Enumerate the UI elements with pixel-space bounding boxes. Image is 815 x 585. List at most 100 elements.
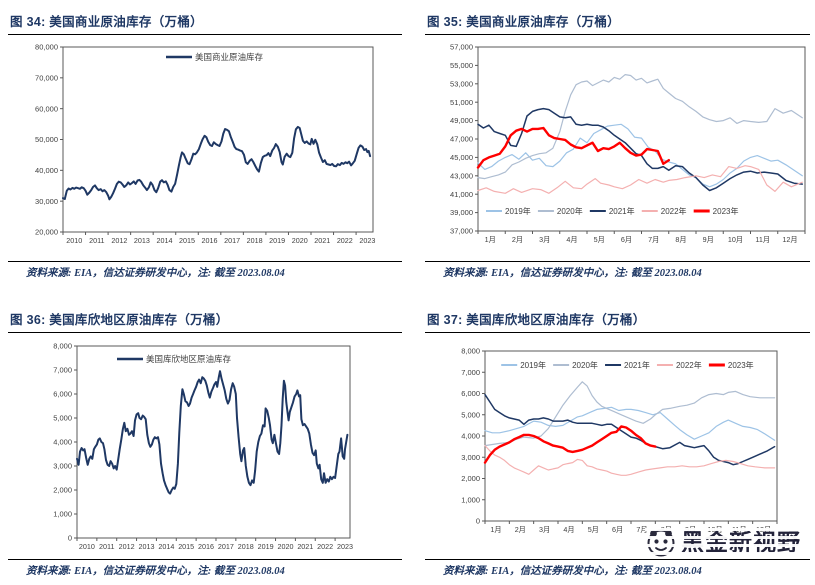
svg-text:0: 0 xyxy=(476,517,480,526)
svg-text:5月: 5月 xyxy=(588,525,599,534)
figure-title: 图 34: 美国商业原油库存（万桶） xyxy=(10,15,203,29)
source-note: 资料来源: EIA，信达证券研发中心，注: 截至 2023.08.04 xyxy=(26,268,285,279)
svg-text:3月: 3月 xyxy=(539,235,550,244)
svg-text:2020年: 2020年 xyxy=(572,360,598,370)
line-chart-fig36: 0 1,000 2,000 3,000 4,000 5,000 6,000 7,000 8,00… xyxy=(53,342,353,551)
svg-text:8,000: 8,000 xyxy=(53,342,72,351)
chart-area-fig35: 37,000 39,000 41,000 43,000 45,000 47,000 49,0… xyxy=(425,37,810,261)
svg-text:10月: 10月 xyxy=(728,235,743,244)
svg-text:7月: 7月 xyxy=(636,525,647,534)
svg-text:43,000: 43,000 xyxy=(450,171,473,180)
svg-text:2020: 2020 xyxy=(277,542,293,551)
brand-logo: 黑金新视野 xyxy=(645,523,807,561)
brand-logo-text: 黑金新视野 xyxy=(681,528,801,555)
svg-text:7,000: 7,000 xyxy=(53,366,72,375)
svg-text:2011: 2011 xyxy=(99,542,114,551)
svg-text:2021: 2021 xyxy=(314,236,330,245)
svg-text:47,000: 47,000 xyxy=(450,135,473,144)
svg-text:45,000: 45,000 xyxy=(450,153,473,162)
svg-text:2013: 2013 xyxy=(138,542,154,551)
svg-text:7,000: 7,000 xyxy=(461,368,480,377)
title-divider xyxy=(425,34,810,35)
chart-area-fig34: 20,000 30,000 40,000 50,000 60,000 70,000 80,0… xyxy=(8,37,402,261)
svg-text:4月: 4月 xyxy=(566,235,577,244)
svg-text:2022年: 2022年 xyxy=(661,206,687,216)
title-divider xyxy=(8,332,402,333)
figure-panel-34: 图 34: 美国商业原油库存（万桶） 20,000 30,000 40,000 50,… xyxy=(8,8,402,280)
svg-text:39,000: 39,000 xyxy=(450,208,473,217)
svg-text:5,000: 5,000 xyxy=(53,414,72,423)
svg-text:40,000: 40,000 xyxy=(35,166,58,175)
svg-text:2019年: 2019年 xyxy=(505,206,531,216)
svg-text:2021年: 2021年 xyxy=(609,206,635,216)
svg-text:3,000: 3,000 xyxy=(53,462,72,471)
svg-text:2016: 2016 xyxy=(198,542,214,551)
panda-mascot-icon xyxy=(647,529,675,557)
svg-text:9月: 9月 xyxy=(703,235,714,244)
svg-text:2020: 2020 xyxy=(292,236,308,245)
svg-text:6月: 6月 xyxy=(612,525,623,534)
svg-text:53,000: 53,000 xyxy=(450,79,473,88)
svg-text:20,000: 20,000 xyxy=(35,228,58,237)
svg-text:6月: 6月 xyxy=(621,235,632,244)
svg-text:美国库欣地区原油库存: 美国库欣地区原油库存 xyxy=(146,354,232,364)
svg-text:2012: 2012 xyxy=(111,236,127,245)
svg-text:2017: 2017 xyxy=(218,542,234,551)
svg-text:60,000: 60,000 xyxy=(35,104,58,113)
svg-text:2020年: 2020年 xyxy=(557,206,583,216)
chart-area-fig36: 0 1,000 2,000 3,000 4,000 5,000 6,000 7,000 8,00… xyxy=(8,335,402,559)
svg-text:2,000: 2,000 xyxy=(461,474,480,483)
figure-panel-35: 图 35: 美国商业原油库存（万桶） 37,000 39,000 41,000 43,… xyxy=(425,8,810,280)
svg-text:2011: 2011 xyxy=(89,236,104,245)
svg-text:30,000: 30,000 xyxy=(35,197,58,206)
svg-text:2022年: 2022年 xyxy=(676,360,702,370)
svg-text:2010: 2010 xyxy=(79,542,95,551)
svg-text:49,000: 49,000 xyxy=(450,116,473,125)
figure-title: 图 35: 美国商业原油库存（万桶） xyxy=(427,15,620,29)
svg-text:2015: 2015 xyxy=(178,542,194,551)
svg-text:2019年: 2019年 xyxy=(520,360,546,370)
svg-text:1月: 1月 xyxy=(490,525,501,534)
title-divider xyxy=(425,332,810,333)
svg-text:50,000: 50,000 xyxy=(35,135,58,144)
figure-title: 图 37: 美国库欣地区原油库存（万桶） xyxy=(427,313,646,327)
svg-text:2022: 2022 xyxy=(317,542,333,551)
svg-text:2018: 2018 xyxy=(238,542,254,551)
svg-text:2015: 2015 xyxy=(179,236,195,245)
title-divider xyxy=(8,34,402,35)
svg-text:51,000: 51,000 xyxy=(450,98,473,107)
svg-text:2017: 2017 xyxy=(224,236,240,245)
line-chart-fig34: 20,000 30,000 40,000 50,000 60,000 70,000 80,0… xyxy=(35,43,375,245)
svg-text:2,000: 2,000 xyxy=(53,486,72,495)
svg-text:3,000: 3,000 xyxy=(461,453,480,462)
svg-text:4,000: 4,000 xyxy=(53,438,72,447)
svg-text:5月: 5月 xyxy=(594,235,605,244)
svg-text:2022: 2022 xyxy=(337,236,353,245)
svg-text:2023: 2023 xyxy=(359,236,375,245)
source-divider xyxy=(8,559,402,560)
svg-text:6,000: 6,000 xyxy=(461,389,480,398)
svg-text:2014: 2014 xyxy=(158,542,174,551)
svg-text:37,000: 37,000 xyxy=(450,227,473,236)
svg-text:7月: 7月 xyxy=(648,235,659,244)
source-divider xyxy=(8,261,402,262)
svg-text:2月: 2月 xyxy=(515,525,526,534)
svg-text:0: 0 xyxy=(68,534,72,543)
svg-text:2019: 2019 xyxy=(269,236,285,245)
svg-text:2023年: 2023年 xyxy=(728,360,754,370)
svg-text:2019: 2019 xyxy=(258,542,274,551)
svg-text:57,000: 57,000 xyxy=(450,43,473,52)
source-divider xyxy=(425,261,810,262)
svg-text:2023年: 2023年 xyxy=(713,206,739,216)
svg-text:美国商业原油库存: 美国商业原油库存 xyxy=(195,52,264,62)
svg-text:8月: 8月 xyxy=(675,235,686,244)
svg-text:2012: 2012 xyxy=(119,542,135,551)
svg-text:6,000: 6,000 xyxy=(53,390,72,399)
svg-text:1月: 1月 xyxy=(485,235,496,244)
source-note: 资料来源: EIA，信达证券研发中心，注: 截至 2023.08.04 xyxy=(443,566,702,577)
svg-text:5,000: 5,000 xyxy=(461,410,480,419)
figure-panel-36: 图 36: 美国库欣地区原油库存（万桶） 0 1,000 2,000 3,000 4,0… xyxy=(8,306,402,578)
svg-text:2月: 2月 xyxy=(512,235,523,244)
source-note: 资料来源: EIA，信达证券研发中心，注: 截至 2023.08.04 xyxy=(443,268,702,279)
svg-text:8,000: 8,000 xyxy=(461,347,480,356)
